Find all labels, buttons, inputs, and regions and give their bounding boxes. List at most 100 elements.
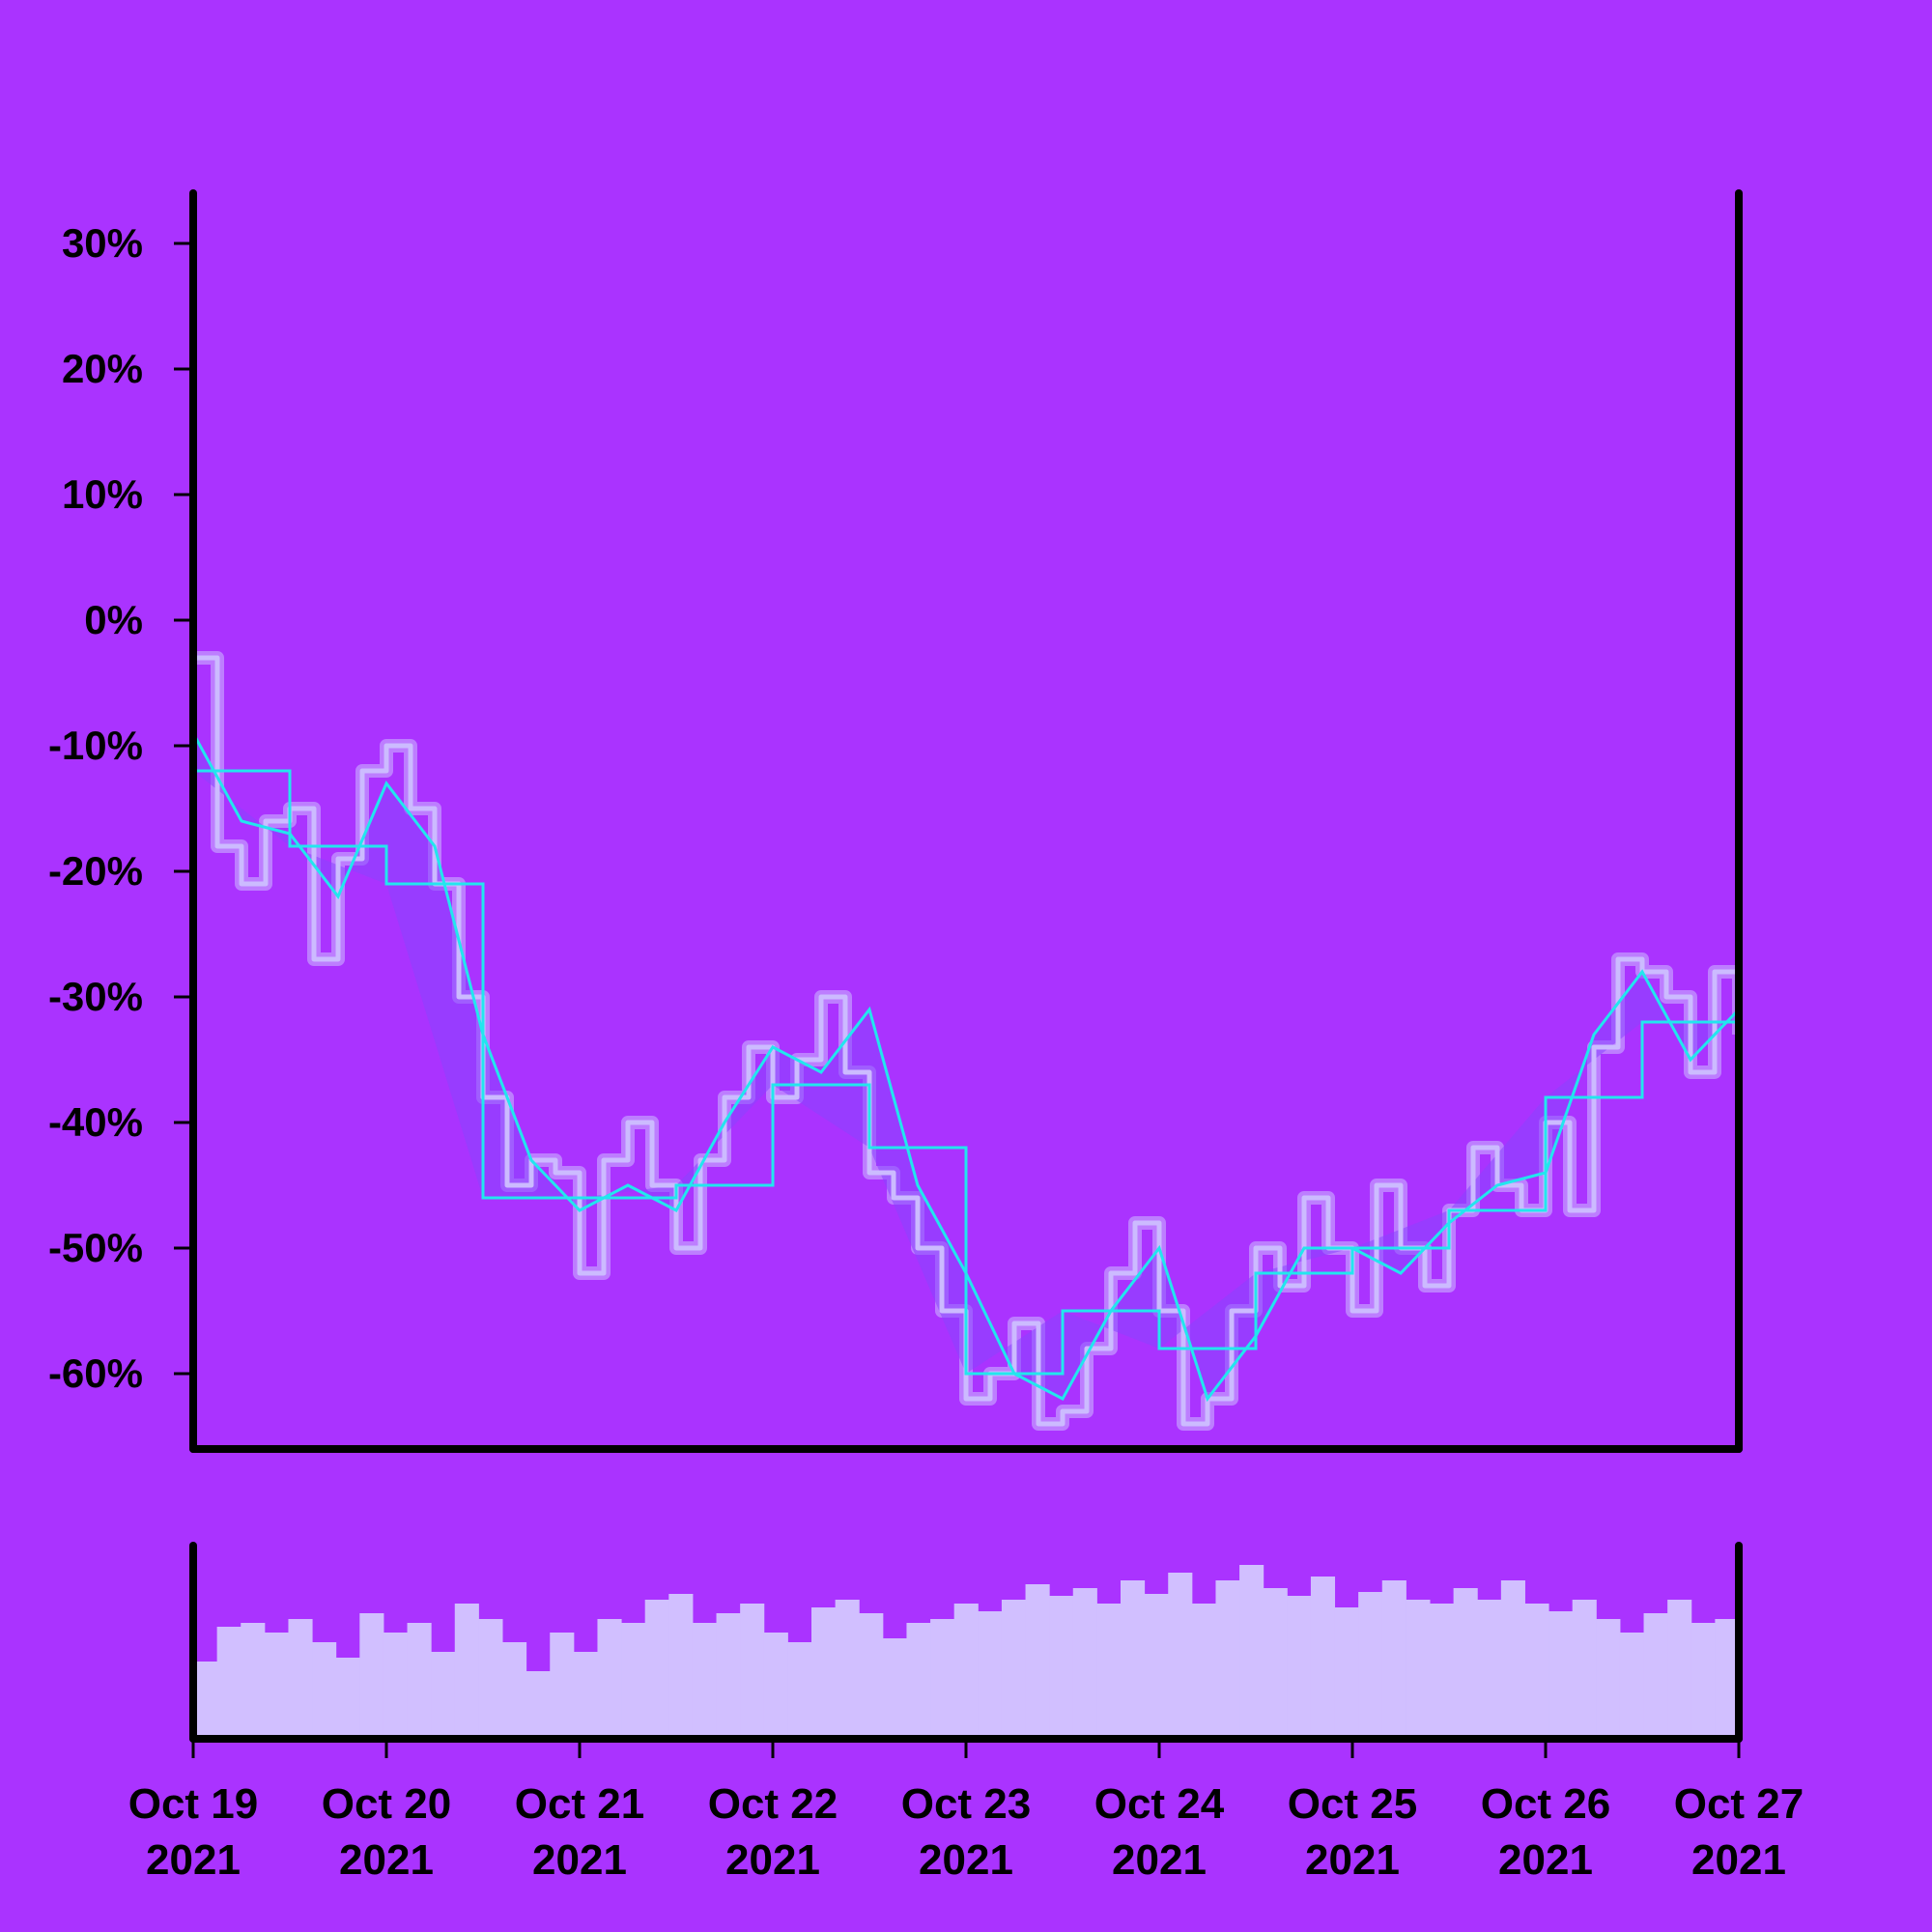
x-tick-label-year: 2021	[339, 1836, 434, 1884]
volume-bar	[1524, 1604, 1549, 1739]
volume-bar	[241, 1623, 266, 1739]
volume-bar	[1690, 1623, 1716, 1739]
volume-bar	[763, 1633, 788, 1739]
volume-bar	[1477, 1600, 1502, 1739]
y-tick-label: 30%	[62, 220, 143, 266]
volume-bar	[1453, 1588, 1478, 1739]
volume-bar	[859, 1613, 884, 1739]
x-axis: Oct 19 2021 Oct 20 2021 Oct 21 2021 Oct 22 2021…	[128, 1739, 1804, 1884]
volume-bar	[1287, 1596, 1312, 1739]
x-tick-label-date: Oct 24	[1094, 1780, 1225, 1828]
y-tick-label: -30%	[48, 974, 143, 1019]
volume-bar	[978, 1611, 1003, 1739]
volume-bar	[431, 1652, 456, 1739]
volume-bar	[288, 1619, 313, 1739]
price-line	[193, 655, 1739, 1427]
volume-bar	[573, 1652, 598, 1739]
y-tick-label: -20%	[48, 848, 143, 894]
volume-bar	[1548, 1611, 1574, 1739]
x-tick-label-date: Oct 23	[901, 1780, 1032, 1828]
volume-bar	[716, 1613, 741, 1739]
moving-average-slow-line	[193, 769, 1739, 1376]
volume-bar	[550, 1633, 575, 1739]
x-tick-label-date: Oct 22	[708, 1780, 838, 1828]
volume-bar	[787, 1642, 812, 1739]
volume-bar	[1406, 1600, 1431, 1739]
volume-bar	[835, 1600, 860, 1739]
x-tick-label-date: Oct 26	[1481, 1780, 1611, 1828]
x-tick-label-date: Oct 20	[322, 1780, 452, 1828]
volume-bar	[312, 1642, 337, 1739]
y-tick-label: -60%	[48, 1350, 143, 1396]
volume-bar	[882, 1638, 907, 1739]
price-panel: 30% 20% 10% 0% -10% -20% -30% -40% -50% -60%	[48, 189, 1743, 1453]
volume-bar	[906, 1623, 931, 1739]
volume-bar	[1334, 1607, 1359, 1739]
x-tick-label-year: 2021	[725, 1836, 820, 1884]
volume-bar	[1191, 1604, 1216, 1739]
volume-bar	[1381, 1580, 1406, 1739]
volume-bar	[526, 1671, 551, 1739]
x-tick-label-year: 2021	[1691, 1836, 1786, 1884]
volume-bar	[1596, 1619, 1621, 1739]
volume-bar	[1215, 1580, 1240, 1739]
volume-bar	[621, 1623, 646, 1739]
y-tick-label: -10%	[48, 723, 143, 768]
volume-bar	[1121, 1580, 1146, 1739]
volume-bar	[1239, 1565, 1264, 1739]
volume-bar	[668, 1594, 694, 1739]
x-tick-label-date: Oct 19	[128, 1780, 259, 1828]
volume-bar	[1500, 1580, 1525, 1739]
volume-bar	[692, 1623, 718, 1739]
volume-bar	[597, 1619, 622, 1739]
x-tick-label-date: Oct 21	[515, 1780, 645, 1828]
x-tick-label-year: 2021	[1305, 1836, 1400, 1884]
x-tick-label-year: 2021	[1112, 1836, 1207, 1884]
y-tick-label: 0%	[84, 597, 143, 642]
volume-bar	[1310, 1577, 1336, 1739]
volume-bar	[1049, 1596, 1074, 1739]
volume-bar	[264, 1633, 289, 1739]
volume-bar	[811, 1607, 837, 1739]
volume-bar	[502, 1642, 527, 1739]
volume-bar	[359, 1613, 384, 1739]
y-tick-label: 20%	[62, 346, 143, 391]
volume-bar	[1619, 1633, 1645, 1739]
volume-bar	[1430, 1604, 1455, 1739]
volume-bar	[930, 1619, 955, 1739]
volume-bar	[478, 1619, 503, 1739]
volume-bar	[335, 1658, 360, 1739]
volume-bar	[454, 1604, 479, 1739]
y-tick-label: 10%	[62, 471, 143, 517]
x-tick-label-year: 2021	[532, 1836, 627, 1884]
volume-bar	[740, 1604, 765, 1739]
volume-bar	[1096, 1604, 1122, 1739]
x-tick-label-year: 2021	[146, 1836, 241, 1884]
volume-bar	[193, 1662, 218, 1739]
y-tick-label: -40%	[48, 1099, 143, 1145]
volume-bar	[1001, 1600, 1027, 1739]
price-plot-area	[193, 651, 1739, 1431]
volume-bar	[1263, 1588, 1288, 1739]
volume-bar	[953, 1604, 979, 1739]
volume-bar	[1572, 1600, 1597, 1739]
volume-bar	[407, 1623, 432, 1739]
volume-bar	[383, 1633, 409, 1739]
volume-bar	[644, 1600, 669, 1739]
x-tick-label-year: 2021	[1498, 1836, 1593, 1884]
volume-panel	[189, 1542, 1743, 1743]
volume-bar	[1025, 1584, 1050, 1739]
x-tick-label-year: 2021	[919, 1836, 1013, 1884]
x-tick-label-date: Oct 25	[1288, 1780, 1418, 1828]
volume-bar	[216, 1627, 242, 1739]
x-tick-label-date: Oct 27	[1674, 1780, 1804, 1828]
volume-bar	[1358, 1592, 1383, 1739]
volume-bar	[1072, 1588, 1097, 1739]
volume-bar	[1643, 1613, 1668, 1739]
volume-bar	[1667, 1600, 1692, 1739]
volume-bar	[1144, 1594, 1169, 1739]
volume-bar	[1168, 1573, 1193, 1739]
y-tick-label: -50%	[48, 1225, 143, 1270]
